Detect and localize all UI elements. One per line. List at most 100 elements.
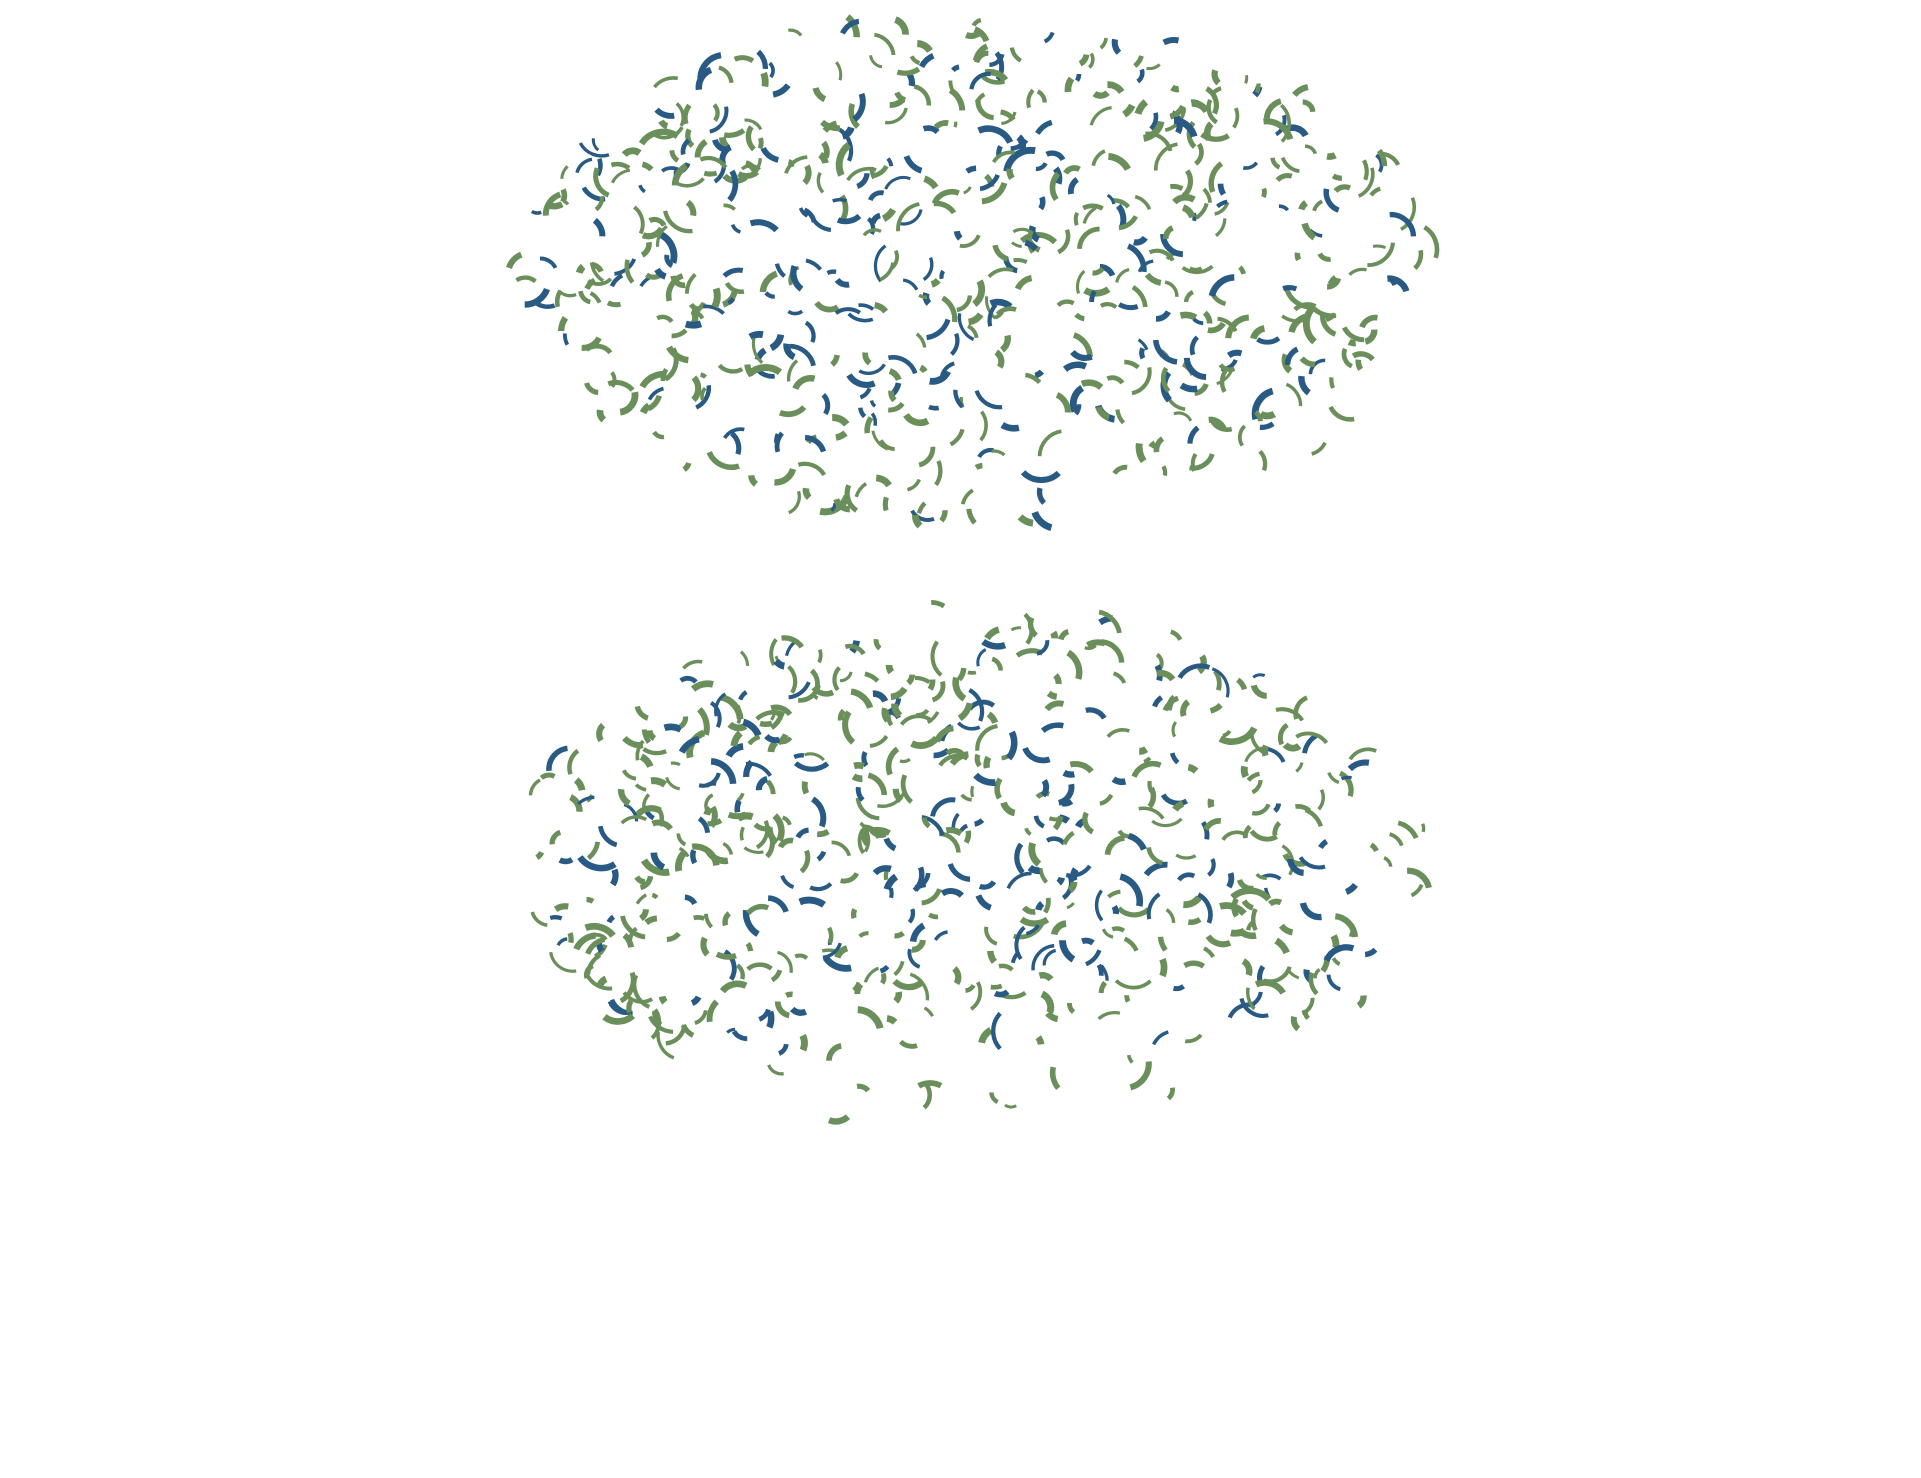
- arc-stroke: [938, 831, 961, 853]
- arc-stroke: [733, 55, 755, 64]
- arc-stroke: [767, 739, 779, 753]
- arc-stroke: [1097, 1011, 1121, 1021]
- arc-stroke: [558, 857, 574, 865]
- arc-stroke: [641, 226, 665, 240]
- arc-stroke: [965, 165, 977, 174]
- arc-stroke: [956, 667, 967, 682]
- arc-stroke: [789, 343, 816, 367]
- arc-stroke: [1189, 335, 1200, 356]
- arc-stroke: [844, 484, 859, 513]
- arc-stroke: [1082, 206, 1097, 224]
- arc-stroke: [670, 761, 681, 767]
- arc-stroke: [1359, 314, 1378, 329]
- arc-stroke: [994, 777, 1003, 800]
- arc-stroke: [999, 334, 1011, 353]
- arc-stroke: [1082, 203, 1104, 211]
- arc-stroke: [773, 658, 786, 670]
- arc-stroke: [1080, 379, 1104, 390]
- arc-stroke: [1112, 464, 1128, 475]
- arc-stroke: [1020, 470, 1061, 484]
- arc-stroke: [568, 794, 583, 812]
- arc-stroke: [1083, 286, 1111, 297]
- arc-stroke: [967, 312, 984, 326]
- arc-stroke: [1251, 779, 1263, 795]
- arc-stroke: [1139, 746, 1149, 755]
- arc-stroke: [964, 983, 976, 993]
- arc-stroke: [875, 474, 892, 488]
- arc-stroke: [1308, 358, 1326, 375]
- arc-stroke: [1044, 700, 1065, 712]
- arc-stroke: [858, 363, 886, 376]
- arc-stroke: [862, 352, 872, 366]
- arc-stroke: [1183, 895, 1202, 909]
- arc-stroke: [928, 912, 939, 920]
- arc-stroke: [1304, 807, 1323, 828]
- arc-stroke: [1367, 242, 1396, 268]
- arc-stroke: [1251, 803, 1271, 816]
- arc-stroke: [1037, 429, 1062, 457]
- arc-stroke: [1143, 756, 1152, 764]
- arc-stroke: [1157, 936, 1168, 952]
- arc-stroke: [1364, 947, 1378, 958]
- arc-stroke: [1119, 873, 1144, 907]
- arc-stroke: [1101, 928, 1114, 939]
- arc-stroke: [984, 926, 998, 946]
- arc-stroke: [654, 267, 667, 280]
- arc-stroke: [774, 1001, 790, 1019]
- arc-stroke: [1187, 763, 1199, 774]
- arc-stroke: [869, 212, 882, 225]
- arc-stroke: [984, 626, 1000, 641]
- arc-stroke: [546, 745, 569, 772]
- arc-stroke: [1107, 889, 1121, 899]
- arc-stroke: [1092, 90, 1110, 99]
- arc-stroke: [753, 822, 772, 832]
- arc-stroke: [1331, 173, 1343, 181]
- arc-stroke: [1031, 944, 1055, 971]
- arc-stroke: [542, 191, 562, 216]
- arc-stroke: [1024, 239, 1038, 252]
- arc-stroke: [1074, 73, 1082, 82]
- arc-stroke: [977, 447, 994, 459]
- arc-stroke: [1034, 369, 1045, 379]
- arc-stroke: [560, 165, 569, 180]
- arc-stroke: [793, 761, 830, 772]
- arc-stroke: [1056, 876, 1066, 886]
- arc-stroke: [973, 818, 985, 827]
- arc-stroke: [1058, 628, 1070, 641]
- arc-stroke: [1253, 410, 1263, 422]
- arc-stroke: [1171, 194, 1196, 205]
- arc-stroke: [842, 710, 856, 745]
- arc-stroke: [709, 701, 722, 728]
- arc-stroke: [911, 939, 926, 953]
- arc-stroke: [685, 128, 695, 149]
- arc-stroke: [845, 14, 860, 38]
- arc-stroke: [606, 300, 621, 308]
- arc-stroke: [639, 402, 652, 415]
- arc-stroke: [1389, 211, 1417, 237]
- arc-stroke: [1006, 730, 1018, 761]
- arc-stroke: [1250, 684, 1268, 699]
- arc-stroke: [663, 210, 693, 234]
- arc-stroke: [1117, 302, 1139, 311]
- arc-stroke: [840, 18, 860, 35]
- arc-stroke: [1134, 99, 1149, 115]
- arc-stroke: [922, 256, 934, 282]
- arc-stroke: [922, 125, 940, 135]
- arc-stroke: [727, 721, 748, 732]
- arc-stroke: [675, 102, 685, 127]
- arc-stroke: [634, 875, 646, 885]
- arc-stroke: [635, 893, 648, 905]
- arc-stroke: [1014, 842, 1025, 875]
- arc-stroke: [626, 999, 634, 1014]
- arc-stroke: [940, 888, 964, 898]
- arc-stroke: [1331, 957, 1341, 966]
- arc-stroke: [1311, 441, 1327, 456]
- arc-stroke: [881, 207, 897, 222]
- arc-stroke: [1249, 829, 1279, 842]
- arc-stroke: [830, 502, 837, 512]
- arc-stroke: [1066, 901, 1075, 910]
- arc-stroke: [902, 278, 919, 291]
- arc-stroke: [987, 303, 998, 327]
- arc-stroke: [1410, 883, 1424, 898]
- arc-stroke: [609, 273, 624, 288]
